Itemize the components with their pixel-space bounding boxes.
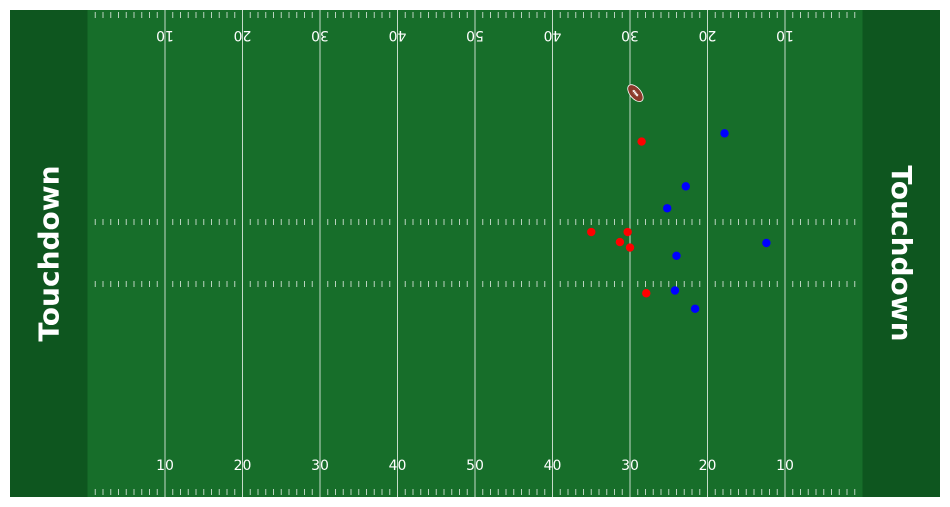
player-point-blue bbox=[681, 182, 690, 191]
yard-number-top: 50 bbox=[466, 27, 484, 43]
yard-number-bottom: 10 bbox=[776, 458, 794, 474]
yard-number-bottom: 40 bbox=[389, 458, 407, 474]
yard-lines bbox=[164, 10, 786, 497]
player-point-red bbox=[637, 137, 646, 146]
player-point-blue bbox=[672, 251, 681, 260]
yard-number-bottom: 50 bbox=[466, 458, 484, 474]
player-point-red bbox=[642, 289, 651, 298]
ball-lace-stitch bbox=[635, 93, 639, 97]
left-endzone-label: Touchdown bbox=[32, 165, 65, 341]
player-markers bbox=[587, 129, 771, 313]
player-point-red bbox=[615, 237, 625, 247]
yard-number-bottom: 20 bbox=[234, 458, 252, 474]
player-point-blue bbox=[690, 304, 700, 313]
yard-number-top: 30 bbox=[621, 27, 639, 43]
player-point-blue bbox=[720, 129, 729, 138]
yard-number-top: 40 bbox=[544, 27, 562, 43]
endzone-labels: Touchdown Touchdown bbox=[32, 165, 918, 341]
yard-number-labels: 10 10 20 20 30 30 40 40 50 50 40 40 30 30 20 20 10 10 bbox=[156, 27, 794, 474]
player-point-blue bbox=[762, 238, 771, 248]
yard-number-top: 10 bbox=[156, 27, 174, 43]
ball-lace-stitch bbox=[634, 92, 638, 96]
player-point-blue bbox=[670, 286, 680, 295]
yard-number-top: 10 bbox=[776, 27, 794, 43]
football-icon bbox=[627, 84, 644, 102]
yard-number-bottom: 30 bbox=[621, 458, 639, 474]
yard-number-top: 20 bbox=[699, 27, 717, 43]
yard-number-top: 40 bbox=[389, 27, 407, 43]
yard-number-bottom: 10 bbox=[156, 458, 174, 474]
left-endzone bbox=[10, 10, 88, 497]
player-point-blue bbox=[663, 204, 672, 213]
hash-marks bbox=[94, 12, 856, 495]
ball-marker bbox=[627, 84, 644, 102]
right-endzone bbox=[862, 10, 940, 497]
ball-lace-stitch bbox=[633, 91, 637, 94]
player-point-red bbox=[625, 243, 635, 252]
right-endzone-label: Touchdown bbox=[885, 165, 918, 341]
player-point-red bbox=[623, 227, 632, 237]
yard-number-bottom: 40 bbox=[544, 458, 562, 474]
ball-lace-stitch bbox=[632, 89, 636, 93]
yard-number-bottom: 30 bbox=[311, 458, 329, 474]
yard-number-bottom: 20 bbox=[699, 458, 717, 474]
yard-number-top: 30 bbox=[311, 27, 329, 43]
player-point-red bbox=[587, 227, 596, 237]
yard-number-top: 20 bbox=[234, 27, 252, 43]
